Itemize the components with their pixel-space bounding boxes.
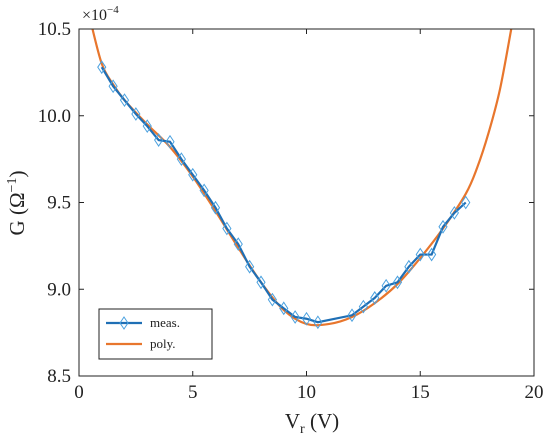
meas-point bbox=[449, 206, 459, 220]
x-tick-label: 5 bbox=[188, 382, 198, 403]
meas-point bbox=[97, 60, 107, 75]
legend-box bbox=[98, 308, 213, 360]
meas-point bbox=[381, 278, 391, 293]
x-tick-label: 0 bbox=[74, 382, 84, 403]
meas-point bbox=[267, 292, 277, 307]
series-poly-line bbox=[91, 29, 513, 327]
meas-point bbox=[427, 247, 437, 262]
meas-point bbox=[142, 119, 152, 134]
meas-point bbox=[154, 133, 164, 147]
meas-point bbox=[461, 195, 471, 210]
meas-point bbox=[392, 275, 403, 290]
meas-point bbox=[210, 200, 221, 215]
x-tick-label: 15 bbox=[411, 382, 430, 403]
legend-poly-label: poly. bbox=[150, 336, 176, 351]
meas-point bbox=[313, 315, 323, 330]
plot-frame bbox=[78, 28, 535, 377]
x-tick-label: 10 bbox=[297, 382, 316, 403]
legend: meas. poly. bbox=[98, 308, 213, 360]
meas-point bbox=[438, 219, 448, 234]
y-tick-label: 10.0 bbox=[38, 106, 71, 127]
meas-point bbox=[347, 308, 357, 323]
legend-meas-label: meas. bbox=[150, 315, 180, 330]
legend-meas-marker bbox=[119, 316, 129, 330]
meas-point bbox=[245, 259, 255, 274]
y-tick-label: 9.0 bbox=[47, 279, 71, 300]
meas-point bbox=[131, 107, 141, 121]
y-axis-label: G (Ω−1) bbox=[5, 171, 29, 236]
meas-point bbox=[301, 311, 312, 326]
plot-layer bbox=[91, 29, 513, 330]
meas-point bbox=[222, 221, 232, 236]
x-tick-label: 20 bbox=[525, 382, 544, 403]
meas-point bbox=[176, 152, 186, 167]
meas-point bbox=[370, 291, 380, 305]
meas-point bbox=[279, 301, 289, 316]
meas-point bbox=[108, 79, 118, 94]
meas-point bbox=[188, 167, 198, 182]
meas-point bbox=[119, 93, 130, 108]
meas-point bbox=[290, 310, 300, 324]
meas-point bbox=[404, 259, 414, 274]
meas-point bbox=[358, 299, 368, 314]
ticks-layer: 0 5 10 15 20 8.5 9.0 9.5 10.0 10.5 bbox=[38, 19, 544, 403]
x-axis-label: Vr (V) bbox=[285, 409, 339, 437]
meas-point bbox=[165, 134, 175, 149]
y-tick-label: 9.5 bbox=[47, 193, 71, 214]
y-tick-label: 10.5 bbox=[38, 19, 71, 40]
meas-point bbox=[233, 237, 243, 252]
y-tick-label: 8.5 bbox=[47, 366, 71, 387]
meas-point bbox=[199, 183, 209, 198]
series-meas-line bbox=[100, 66, 467, 324]
meas-point bbox=[415, 247, 425, 262]
y-multiplier-label: ×10−4 bbox=[82, 4, 119, 24]
meas-point bbox=[256, 275, 266, 290]
